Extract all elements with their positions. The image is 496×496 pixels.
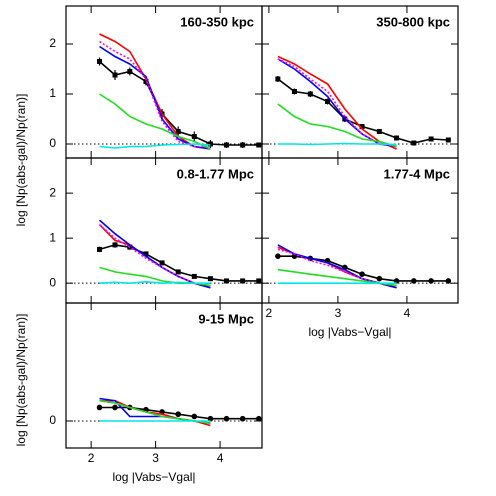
x-tick-label: 4 xyxy=(217,451,224,465)
point xyxy=(394,135,400,141)
point xyxy=(256,278,262,284)
point xyxy=(112,72,118,78)
point xyxy=(143,251,149,257)
point xyxy=(191,134,197,139)
series-line xyxy=(277,55,397,150)
point xyxy=(359,124,365,129)
point xyxy=(240,278,246,284)
point xyxy=(191,413,198,420)
series-line xyxy=(98,223,211,287)
series-line xyxy=(277,58,397,148)
y-tick-label: 0 xyxy=(49,275,56,289)
series-line xyxy=(277,103,397,148)
point xyxy=(376,275,383,282)
point xyxy=(207,415,214,422)
point xyxy=(143,79,149,84)
point xyxy=(112,404,118,411)
panel-title: 160-350 kpc xyxy=(180,14,254,29)
x-tick-label: 2 xyxy=(266,306,273,320)
point xyxy=(445,278,452,284)
point xyxy=(325,99,331,104)
series-line xyxy=(99,399,211,424)
point xyxy=(97,246,103,252)
point xyxy=(97,59,103,64)
point xyxy=(428,136,434,142)
point xyxy=(445,137,451,143)
series-line xyxy=(277,78,449,144)
point xyxy=(175,269,181,275)
y-tick-label: 2 xyxy=(49,36,56,50)
point xyxy=(376,129,382,134)
x-tick-label: 4 xyxy=(404,306,411,320)
point xyxy=(275,253,281,259)
point xyxy=(191,273,197,279)
series-line xyxy=(99,244,259,282)
panel-title: 0.8-1.77 Mpc xyxy=(177,166,254,181)
x-tick-label: 2 xyxy=(88,451,95,465)
y-tick-label: 1 xyxy=(49,230,56,244)
point xyxy=(256,142,262,148)
panel-title: 1.77-4 Mpc xyxy=(384,166,450,181)
point xyxy=(275,76,281,82)
point xyxy=(175,411,181,418)
point xyxy=(411,278,417,284)
y-axis-label: log [Np(abs-gal)/Np(ran)] xyxy=(14,314,28,447)
y-tick-label: 2 xyxy=(49,185,56,199)
point xyxy=(393,278,400,284)
point xyxy=(175,129,181,134)
series-line xyxy=(99,143,211,149)
point xyxy=(428,278,434,284)
y-tick-label: 0 xyxy=(49,136,56,150)
point xyxy=(307,91,313,97)
panel-title: 9-15 Mpc xyxy=(198,311,254,326)
point xyxy=(207,276,213,282)
series-line xyxy=(277,58,397,148)
point xyxy=(96,404,103,411)
point xyxy=(240,142,246,148)
point xyxy=(255,415,262,422)
y-tick-label: 0 xyxy=(49,413,56,427)
y-tick-label: 1 xyxy=(49,86,56,100)
series-line xyxy=(277,142,397,146)
point xyxy=(159,260,165,266)
point xyxy=(359,271,365,277)
point xyxy=(411,140,417,146)
point xyxy=(127,69,133,74)
series-line xyxy=(99,40,211,148)
point xyxy=(224,142,230,148)
point xyxy=(207,141,213,147)
panel-title: 350-800 kpc xyxy=(376,14,450,29)
y-axis-label: log [Np(abs-gal)/Np(ran)] xyxy=(14,94,28,227)
point xyxy=(223,415,230,422)
series-line xyxy=(99,93,211,150)
x-tick-label: 3 xyxy=(152,451,159,465)
point xyxy=(239,415,246,422)
point xyxy=(224,278,230,284)
x-axis-label: log |Vabs−Vgal| xyxy=(308,325,391,339)
series-line xyxy=(277,255,449,282)
panel-frame xyxy=(65,302,263,449)
x-axis-label: log |Vabs−Vgal| xyxy=(112,470,195,484)
series-line xyxy=(99,280,211,285)
point xyxy=(112,242,118,248)
x-tick-label: 3 xyxy=(335,306,342,320)
point xyxy=(291,89,297,94)
panel-frame xyxy=(261,157,459,304)
